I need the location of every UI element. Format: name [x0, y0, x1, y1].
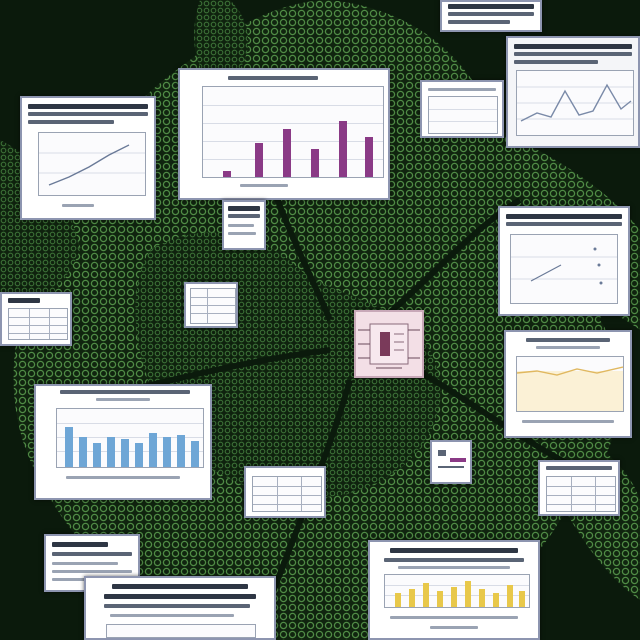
line-chart-card-left [20, 96, 156, 220]
note-card-small [222, 200, 266, 250]
area-line-icon [516, 366, 624, 411]
small-chart-card [420, 80, 504, 138]
bar-chart-card-blue [34, 384, 212, 500]
table-card-lower [244, 466, 326, 518]
table-card-left [0, 292, 72, 346]
scatter-chart-card-right [498, 206, 630, 316]
mini-chart-icon[interactable] [430, 440, 472, 484]
table-card-right [538, 460, 620, 516]
trend-line-icon [39, 144, 145, 186]
bar-chart-card-purple [178, 68, 390, 200]
mini-bar-icon [438, 450, 466, 468]
scatter-icon [511, 247, 617, 285]
line-chart-card-top-right [506, 36, 640, 148]
area-chart-card-right [504, 330, 632, 438]
table-card-center [184, 282, 238, 328]
report-card-bottom [84, 576, 276, 640]
circuit-icon [358, 323, 420, 369]
bar-chart-card-yellow [368, 540, 540, 640]
chip-icon[interactable] [354, 310, 424, 378]
info-card-top [440, 0, 542, 32]
line-chart-icon [517, 83, 633, 122]
